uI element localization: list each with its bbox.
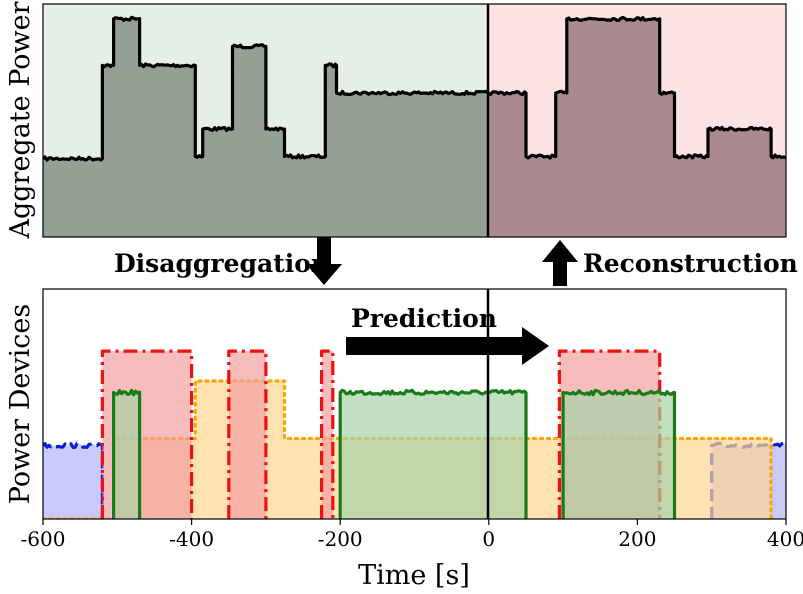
green-device-area-2 <box>563 390 675 519</box>
x-tick-label-2: -200 <box>318 527 363 551</box>
blue-device-line-0 <box>43 441 104 519</box>
devices-plot <box>43 349 786 519</box>
aggregate-ylabel: Aggregate Power <box>5 1 36 239</box>
red-device-line-1 <box>227 349 268 519</box>
reconstruction-label: Reconstruction <box>583 249 798 278</box>
x-tick-label-0: -600 <box>21 527 66 551</box>
x-tick-label-5: 400 <box>767 527 803 551</box>
aggregate-line <box>43 15 786 162</box>
disaggregation-label: Disaggregation <box>114 249 329 278</box>
aggregate-area-future <box>488 17 786 237</box>
prediction-arrow-icon <box>346 327 549 365</box>
red-device-area-2 <box>321 351 333 519</box>
x-tick-label-4: 200 <box>618 527 656 551</box>
green-device-area-0 <box>113 390 140 519</box>
aggregate-panel <box>42 3 787 238</box>
aggregate-plot <box>43 15 786 237</box>
prediction-label: Prediction <box>351 304 497 333</box>
devices-frame <box>42 288 787 520</box>
green-device-line-1 <box>338 388 528 519</box>
x-tick-label-1: -400 <box>169 527 214 551</box>
green-device-line-0 <box>112 388 142 519</box>
x-axis-label: Time [s] <box>358 560 470 591</box>
disaggregation-arrow-icon <box>306 237 342 285</box>
aggregate-frame <box>42 3 787 238</box>
reconstruction-arrow-icon <box>542 240 578 286</box>
devices-ylabel: Power Devices <box>5 304 36 504</box>
x-axis: -600 -400 -200 0 200 400 <box>21 519 803 551</box>
blue-device-area-0 <box>43 443 103 519</box>
red-device-line-0 <box>100 349 194 519</box>
red-device-line-2 <box>320 349 335 519</box>
devices-panel: Prediction <box>42 288 787 520</box>
x-tick-label-3: 0 <box>482 527 495 551</box>
red-device-area-1 <box>228 351 266 519</box>
green-device-area-1 <box>340 390 526 519</box>
prediction-label-bg <box>346 302 484 332</box>
green-device-line-2 <box>561 388 677 519</box>
